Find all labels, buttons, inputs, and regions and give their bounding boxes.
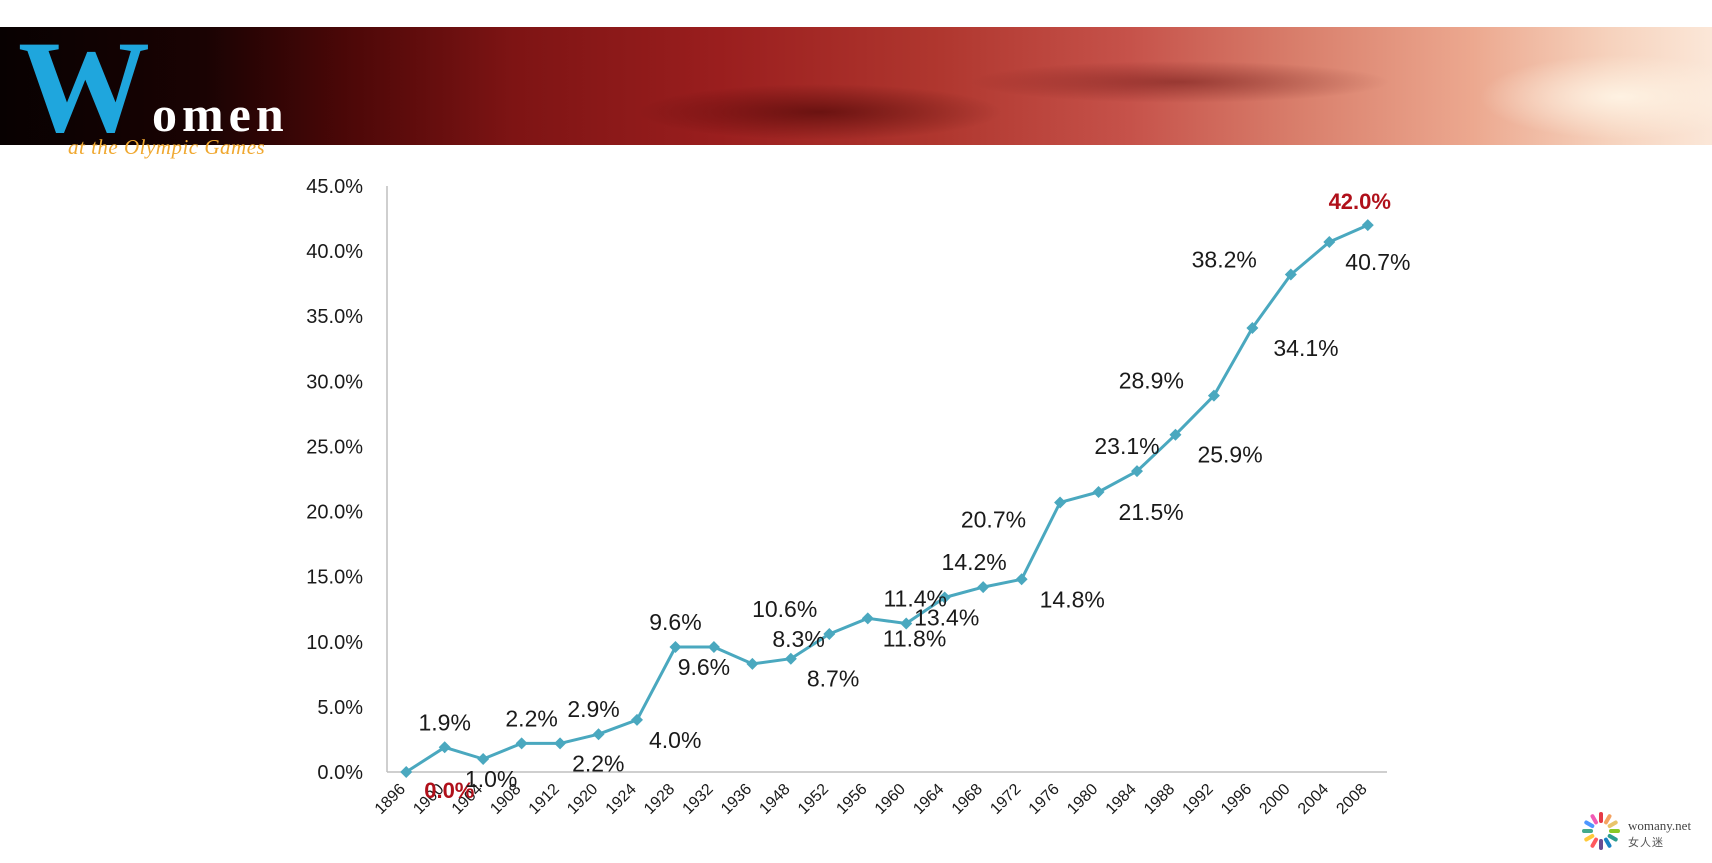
- brand-chinese-name: 女人迷: [1628, 837, 1664, 849]
- x-tick-label: 1976: [1026, 781, 1063, 818]
- data-label: 10.6%: [752, 596, 817, 622]
- y-tick-label: 30.0%: [306, 371, 363, 393]
- data-point-marker: [1169, 428, 1182, 441]
- data-point-marker: [477, 752, 490, 765]
- data-point-marker: [1323, 235, 1336, 248]
- y-tick-label: 5.0%: [317, 697, 363, 719]
- data-point-marker: [1246, 321, 1259, 334]
- y-tick-label: 40.0%: [306, 241, 363, 263]
- data-label: 9.6%: [649, 609, 701, 635]
- data-label: 11.4%: [883, 586, 947, 612]
- data-label: 2.9%: [567, 696, 619, 722]
- series-line: [405, 223, 1369, 774]
- data-label: 1.0%: [465, 766, 517, 792]
- y-tick-label: 25.0%: [306, 436, 363, 458]
- data-label: 8.7%: [807, 666, 859, 692]
- y-tick-label: 15.0%: [306, 567, 363, 589]
- data-label: 13.4%: [914, 605, 979, 631]
- data-label: 2.2%: [572, 750, 624, 776]
- data-label: 9.6%: [678, 654, 730, 680]
- x-tick-label: 2008: [1333, 781, 1370, 818]
- data-label: 8.3%: [772, 626, 824, 652]
- data-point-marker: [900, 617, 913, 630]
- x-tick-label: 2000: [1256, 781, 1293, 818]
- logo-word: omen: [152, 86, 289, 142]
- data-point-marker: [784, 652, 797, 665]
- data-label: 38.2%: [1192, 247, 1257, 273]
- y-tick-label: 0.0%: [317, 762, 363, 784]
- data-label: 40.7%: [1345, 249, 1410, 275]
- logo-big-letter: W: [18, 13, 150, 160]
- x-tick-label: 1996: [1218, 781, 1255, 818]
- logo-subtitle: at the Olympic Games: [68, 135, 266, 159]
- data-label: 28.9%: [1119, 368, 1184, 394]
- data-point-marker: [669, 640, 682, 653]
- data-label: 1.9%: [418, 709, 470, 735]
- x-tick-label: 2004: [1295, 781, 1332, 818]
- data-label: 14.2%: [942, 549, 1007, 575]
- data-label: 23.1%: [1094, 433, 1159, 459]
- x-tick-label: 1964: [910, 781, 947, 818]
- x-tick-label: 1984: [1103, 781, 1140, 818]
- data-label: 25.9%: [1197, 442, 1262, 468]
- data-point-marker: [554, 737, 567, 750]
- data-label: 34.1%: [1273, 335, 1338, 361]
- x-tick-label: 1920: [564, 781, 601, 818]
- data-point-marker: [1284, 268, 1297, 281]
- x-tick-label: 1952: [795, 781, 832, 818]
- data-point-marker: [823, 627, 836, 640]
- x-tick-label: 1928: [641, 781, 678, 818]
- womany-brand: womany.net 女人迷: [1580, 810, 1710, 854]
- data-point-marker: [1092, 486, 1105, 499]
- y-tick-label: 35.0%: [306, 306, 363, 328]
- x-tick-label: 1896: [372, 781, 409, 818]
- header-banner: W omen at the Olympic Games: [0, 21, 1712, 158]
- data-point-marker: [400, 766, 413, 778]
- y-tick-label: 45.0%: [306, 176, 363, 198]
- sunburst-logo-icon: [1582, 812, 1620, 850]
- data-point-marker: [1015, 573, 1028, 586]
- x-tick-label: 1960: [872, 781, 909, 818]
- data-point-marker: [746, 657, 759, 670]
- data-point-marker: [977, 581, 990, 594]
- data-label: 11.8%: [883, 625, 947, 651]
- x-tick-label: 1948: [756, 781, 793, 818]
- data-point-marker: [938, 591, 951, 604]
- data-label: 4.0%: [649, 727, 701, 753]
- x-tick-label: 1924: [603, 781, 640, 818]
- data-point-marker: [515, 737, 528, 750]
- data-point-marker: [1131, 465, 1143, 478]
- data-point-marker: [438, 741, 451, 754]
- data-point-marker: [1054, 496, 1067, 509]
- data-point-marker: [1361, 219, 1374, 232]
- x-tick-label: 1956: [833, 781, 870, 818]
- data-point-marker: [1207, 389, 1220, 402]
- x-tick-label: 1980: [1064, 781, 1101, 818]
- y-tick-label: 10.0%: [306, 632, 363, 654]
- data-label: 2.2%: [505, 705, 557, 731]
- x-tick-label: 1968: [949, 781, 986, 818]
- data-point-marker: [861, 612, 874, 625]
- x-tick-label: 1936: [718, 781, 755, 818]
- data-point-marker: [592, 728, 605, 741]
- data-label: 0.0%: [424, 778, 474, 803]
- data-point-marker: [631, 713, 643, 726]
- data-label: 14.8%: [1040, 586, 1105, 612]
- brand-site-name: womany.net: [1628, 818, 1692, 833]
- x-tick-label: 1988: [1141, 781, 1178, 818]
- y-tick-label: 20.0%: [306, 502, 363, 524]
- data-point-marker: [707, 640, 720, 653]
- x-tick-label: 1932: [680, 781, 717, 818]
- x-tick-label: 1972: [987, 781, 1024, 818]
- data-label: 42.0%: [1329, 189, 1391, 214]
- x-tick-label: 1992: [1180, 781, 1217, 818]
- data-label: 20.7%: [961, 506, 1026, 532]
- x-tick-label: 1912: [526, 781, 563, 818]
- data-label: 21.5%: [1119, 499, 1184, 525]
